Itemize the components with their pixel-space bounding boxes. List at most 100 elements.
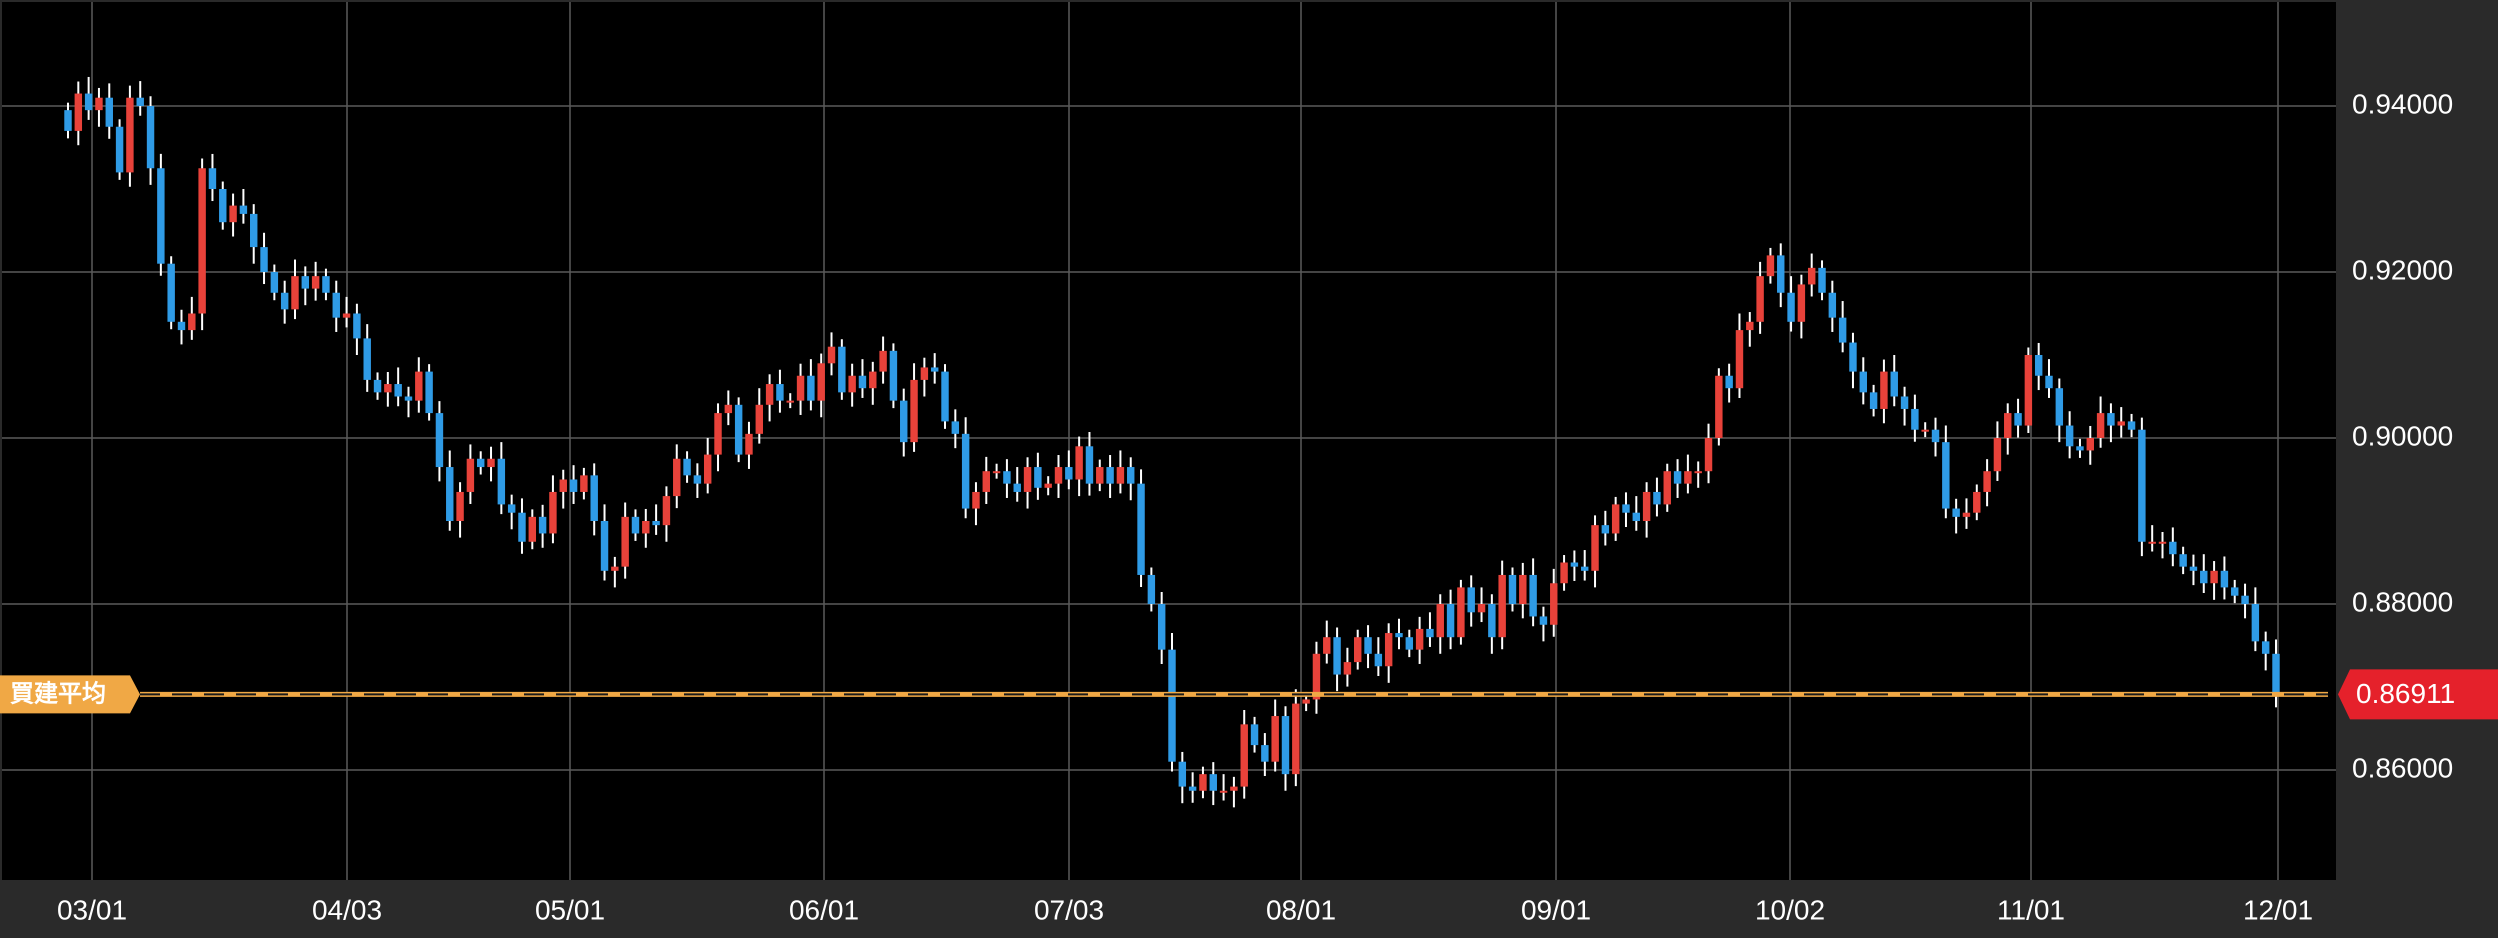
candle bbox=[1952, 498, 1960, 534]
candle bbox=[2086, 425, 2094, 465]
candle-body bbox=[2138, 429, 2146, 542]
candle-body bbox=[1632, 512, 1641, 521]
candle-body bbox=[1075, 446, 1083, 480]
candle-body bbox=[600, 521, 609, 571]
candle-body bbox=[1157, 604, 1166, 650]
candle bbox=[1168, 633, 1176, 772]
candle bbox=[1261, 733, 1269, 777]
candle bbox=[590, 463, 598, 536]
candle bbox=[311, 261, 320, 301]
candle bbox=[384, 372, 392, 407]
candle-body bbox=[652, 521, 660, 526]
candle-body bbox=[1766, 255, 1775, 277]
candle-body bbox=[260, 247, 268, 272]
candle bbox=[1942, 425, 1950, 519]
candle bbox=[84, 76, 93, 120]
candle-body bbox=[1653, 491, 1661, 505]
candle-body bbox=[858, 375, 867, 389]
candle bbox=[1312, 641, 1321, 714]
candle bbox=[1446, 589, 1455, 650]
candle-body bbox=[807, 375, 815, 401]
candle bbox=[2045, 359, 2053, 398]
candle-body bbox=[1890, 371, 1898, 397]
candle bbox=[1818, 260, 1826, 301]
candle bbox=[786, 393, 794, 409]
grid-lines bbox=[2, 2, 2336, 880]
candle-body bbox=[2076, 446, 2084, 451]
candle bbox=[693, 463, 702, 498]
candle-body bbox=[631, 516, 640, 534]
candle bbox=[301, 266, 310, 306]
candle-body bbox=[879, 350, 887, 372]
candle-body bbox=[1178, 761, 1187, 787]
candle bbox=[1580, 550, 1589, 581]
candle-body bbox=[167, 263, 175, 322]
y-tick-label: 0.94000 bbox=[2352, 88, 2453, 119]
candle bbox=[2169, 527, 2177, 567]
candle-body bbox=[1384, 633, 1393, 667]
candle-body bbox=[1880, 371, 1888, 409]
candle bbox=[404, 386, 413, 418]
candle bbox=[1374, 637, 1383, 677]
candle bbox=[1684, 454, 1692, 494]
candle bbox=[869, 361, 877, 405]
candle-body bbox=[745, 433, 753, 455]
candle bbox=[1457, 579, 1465, 645]
candle-body bbox=[136, 97, 144, 106]
candle bbox=[1364, 625, 1372, 669]
candle-body bbox=[157, 168, 165, 264]
candle bbox=[1178, 751, 1187, 804]
candle bbox=[1127, 457, 1135, 501]
candle-body bbox=[1343, 662, 1352, 675]
candle bbox=[2004, 403, 2012, 455]
candle-body bbox=[1096, 467, 1104, 484]
candle bbox=[1467, 575, 1475, 627]
candle-body bbox=[1550, 583, 1558, 625]
candle bbox=[2107, 403, 2115, 443]
candle-body bbox=[920, 367, 929, 380]
candle bbox=[1477, 587, 1486, 623]
candle-body bbox=[126, 97, 134, 173]
candle-body bbox=[1013, 483, 1021, 492]
candle bbox=[1188, 772, 1197, 803]
candle-body bbox=[2014, 413, 2022, 426]
candle-body bbox=[1302, 699, 1310, 704]
candle-body bbox=[1292, 703, 1300, 775]
candle-body bbox=[796, 375, 805, 401]
candle-body bbox=[1704, 438, 1713, 472]
candle-body bbox=[673, 458, 681, 497]
candle-body bbox=[1849, 342, 1857, 372]
candle bbox=[2251, 587, 2260, 652]
candle-body bbox=[95, 97, 103, 111]
candle bbox=[64, 102, 72, 139]
candle bbox=[776, 369, 784, 413]
candle bbox=[466, 444, 475, 504]
candle-body bbox=[1230, 786, 1238, 791]
candle-body bbox=[188, 313, 196, 331]
candle-body bbox=[1952, 508, 1960, 517]
candle-body bbox=[2086, 438, 2094, 451]
candle bbox=[920, 357, 929, 397]
candle bbox=[1539, 606, 1548, 642]
candle-body bbox=[1364, 637, 1372, 654]
candle bbox=[2261, 631, 2270, 671]
candle bbox=[900, 388, 908, 457]
candle bbox=[569, 465, 578, 504]
candle bbox=[1931, 417, 1940, 457]
candle bbox=[1240, 710, 1248, 799]
candle bbox=[1900, 386, 1909, 426]
candle bbox=[745, 421, 753, 469]
candle-body bbox=[683, 458, 691, 476]
candle-body bbox=[1797, 284, 1806, 322]
candle bbox=[683, 451, 691, 483]
candle bbox=[796, 363, 805, 415]
candle bbox=[2220, 556, 2229, 600]
candle bbox=[611, 556, 619, 588]
candle bbox=[1354, 629, 1362, 670]
candle bbox=[2231, 579, 2239, 604]
candle bbox=[1807, 253, 1816, 297]
candle bbox=[930, 353, 939, 384]
candle-body bbox=[2127, 421, 2136, 430]
candle-body bbox=[404, 396, 413, 401]
candle-body bbox=[1993, 438, 2002, 472]
